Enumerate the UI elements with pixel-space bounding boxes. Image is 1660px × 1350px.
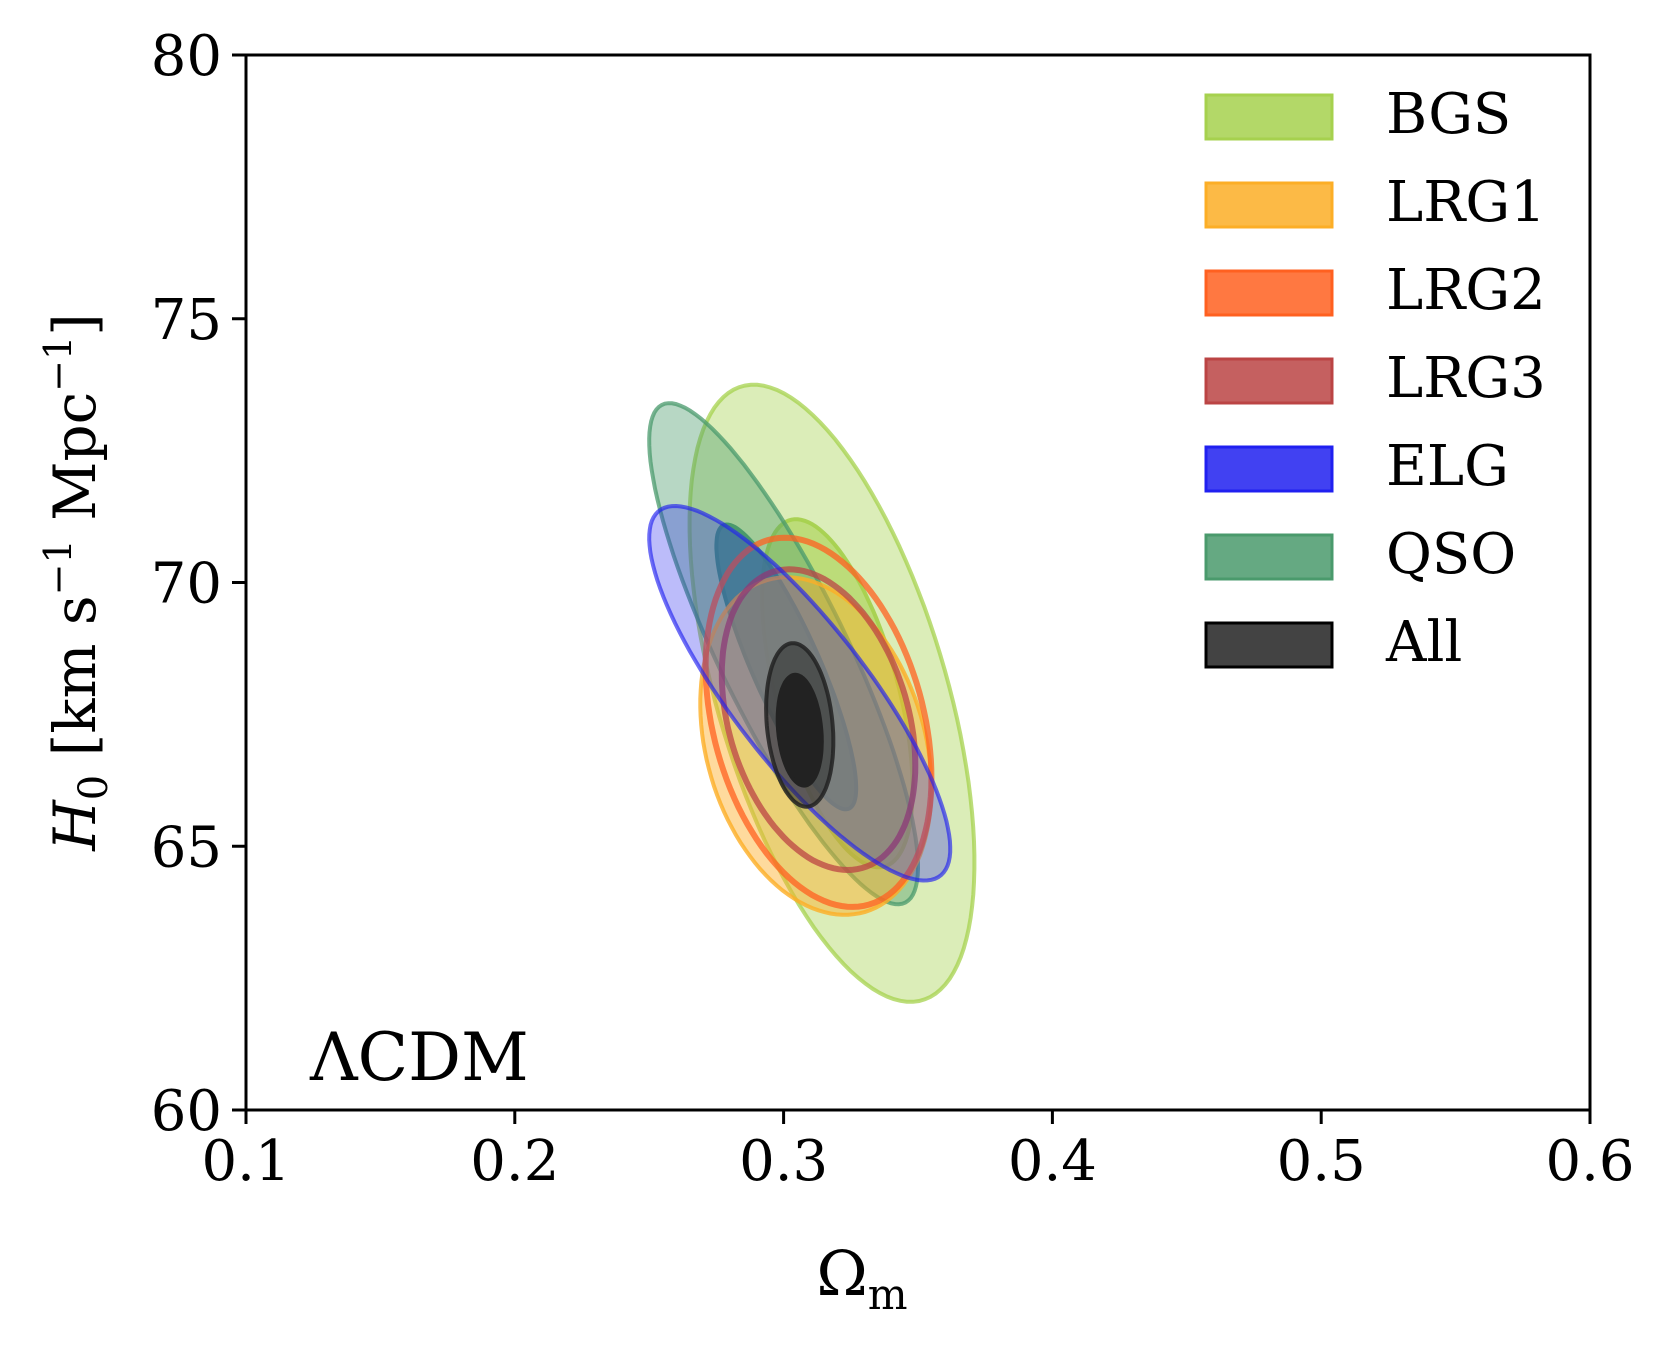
x-tick-label: 0.3 [739,1129,828,1194]
x-axis-label-subscript: m [868,1270,908,1319]
legend-item-all: All [1204,610,1462,675]
legend-item-elg: ELG [1204,434,1509,499]
y-axis-label-sup1: −1 [36,539,80,595]
legend-swatch [1204,357,1334,405]
legend-label: LRG3 [1386,346,1546,411]
y-axis-label-units-close: ] [41,313,109,336]
legend-swatch [1204,269,1334,317]
model-annotation: ΛCDM [309,1019,529,1096]
legend-item-lrg1: LRG1 [1204,170,1546,235]
legend-swatch [1204,181,1334,229]
legend-item-qso: QSO [1204,522,1516,587]
x-tick-label: 0.4 [1008,1129,1097,1194]
legend-label: BGS [1386,82,1511,147]
legend-item-bgs: BGS [1204,82,1511,147]
y-tick-label: 65 [151,815,222,880]
legend-label: All [1385,610,1462,675]
contour-series-all [764,641,836,809]
contour-lrg2-95 [702,534,935,910]
x-tick-label: 0.1 [201,1129,290,1194]
legend-label: ELG [1386,434,1509,499]
x-tick-label: 0.5 [1277,1129,1366,1194]
y-axis-label-symbol: H [41,799,109,852]
x-tick-label: 0.6 [1545,1129,1634,1194]
legend-label: LRG1 [1386,170,1546,235]
legend: BGS LRG1 LRG2 LRG3 ELG QSO All [1204,82,1546,675]
contour-all-68 [775,672,824,788]
x-tick-label: 0.2 [470,1129,559,1194]
contours-layer [647,382,977,1004]
legend-item-lrg3: LRG3 [1204,346,1546,411]
legend-swatch [1204,445,1334,493]
y-tick-label: 60 [151,1079,222,1144]
y-axis-label-sup2: −1 [36,336,80,392]
legend-item-lrg2: LRG2 [1204,258,1546,323]
legend-label: LRG2 [1386,258,1546,323]
legend-swatch [1204,533,1334,581]
y-tick-label: 80 [151,24,222,89]
legend-swatch [1204,621,1334,669]
y-axis-label-subscript: 0 [71,775,117,800]
y-axis-label-units-mid: Mpc [41,392,109,539]
x-axis-label-symbol: Ω [816,1237,867,1310]
ticks-layer: 0.1 0.2 0.3 0.4 0.5 0.6 60 65 70 75 80 [151,24,1635,1194]
y-axis-label: H0 [km s−1 Mpc−1] [36,313,117,852]
y-tick-label: 70 [151,552,222,617]
y-tick-label: 75 [151,288,222,353]
y-axis-label-units: [km s [41,595,109,774]
contour-series-lrg2 [702,534,935,910]
legend-swatch [1204,93,1334,141]
x-axis-label: Ωm [816,1237,907,1319]
legend-label: QSO [1386,522,1516,587]
